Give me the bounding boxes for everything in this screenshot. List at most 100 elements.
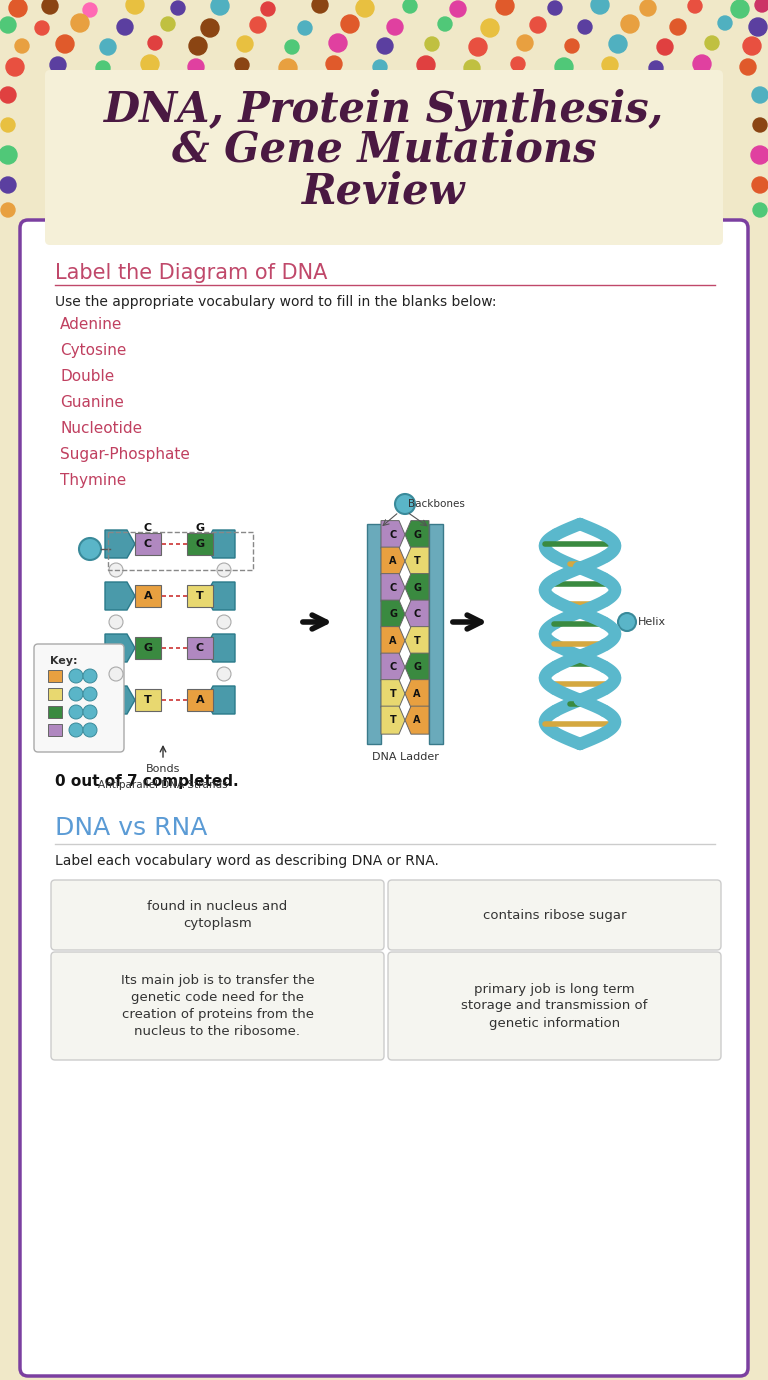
Circle shape [578,19,592,34]
Polygon shape [381,546,405,575]
Polygon shape [105,686,135,713]
Circle shape [609,34,627,52]
Text: Backbones: Backbones [408,500,465,509]
Polygon shape [381,574,405,602]
Text: DNA Ladder: DNA Ladder [372,752,439,762]
Text: Label the Diagram of DNA: Label the Diagram of DNA [55,264,327,283]
Text: Nucleotide: Nucleotide [60,421,142,436]
Circle shape [109,615,123,629]
Polygon shape [105,530,135,558]
Circle shape [753,203,767,217]
Polygon shape [205,633,235,662]
Polygon shape [405,546,429,575]
Text: G: G [413,662,421,672]
Circle shape [237,36,253,52]
Circle shape [279,59,297,77]
Circle shape [0,17,16,33]
Polygon shape [205,686,235,713]
Circle shape [755,0,768,12]
Circle shape [417,57,435,75]
Text: C: C [389,530,396,540]
Text: G: G [195,523,204,533]
Circle shape [83,669,97,683]
Polygon shape [205,530,235,558]
Polygon shape [405,679,429,708]
Circle shape [403,0,417,12]
Text: T: T [414,636,420,646]
Circle shape [109,667,123,680]
Circle shape [565,39,579,52]
Text: C: C [389,582,396,592]
Circle shape [469,39,487,57]
Circle shape [341,15,359,33]
Text: C: C [144,540,152,549]
FancyBboxPatch shape [20,219,748,1376]
Circle shape [496,0,514,15]
Circle shape [171,1,185,15]
Circle shape [71,14,89,32]
FancyBboxPatch shape [388,952,721,1060]
Circle shape [42,0,58,14]
Circle shape [693,55,711,73]
Circle shape [464,59,480,76]
Circle shape [211,0,229,15]
Polygon shape [405,574,429,602]
Circle shape [752,177,768,193]
Circle shape [79,538,101,560]
Circle shape [50,57,66,73]
Text: Review: Review [303,171,465,213]
Text: DNA vs RNA: DNA vs RNA [55,816,207,840]
Bar [135,638,161,660]
Text: Thymine: Thymine [60,473,126,489]
Polygon shape [405,627,429,654]
Text: G: G [144,643,153,653]
Text: T: T [389,689,396,698]
Circle shape [618,613,636,631]
Text: contains ribose sugar: contains ribose sugar [483,908,626,922]
Circle shape [188,59,204,75]
Text: Use the appropriate vocabulary word to fill in the blanks below:: Use the appropriate vocabulary word to f… [55,295,496,309]
Circle shape [161,17,175,30]
Bar [187,689,213,711]
Text: Key:: Key: [50,656,78,667]
Polygon shape [381,679,405,708]
Circle shape [298,21,312,34]
Circle shape [425,37,439,51]
Text: Adenine: Adenine [60,317,122,333]
Text: Bonds: Bonds [146,765,180,774]
Text: A: A [389,556,397,566]
Circle shape [602,57,618,73]
FancyBboxPatch shape [51,952,384,1060]
Circle shape [6,58,24,76]
Text: C: C [196,643,204,653]
Circle shape [261,1,275,17]
Circle shape [548,1,562,15]
Circle shape [83,3,97,17]
Text: G: G [195,540,204,549]
Text: T: T [389,715,396,724]
Circle shape [705,36,719,50]
Bar [48,724,62,736]
Circle shape [69,687,83,701]
Polygon shape [381,520,405,549]
Circle shape [1,203,15,217]
Text: Cytosine: Cytosine [60,344,127,357]
Circle shape [688,0,702,12]
Text: T: T [144,696,152,705]
Text: Label each vocabulary word as describing DNA or RNA.: Label each vocabulary word as describing… [55,854,439,868]
Circle shape [69,669,83,683]
Circle shape [117,19,133,34]
FancyBboxPatch shape [45,70,723,246]
Text: T: T [196,591,204,602]
FancyBboxPatch shape [34,644,124,752]
Circle shape [749,18,767,36]
Circle shape [83,687,97,701]
Circle shape [15,39,29,52]
Polygon shape [105,633,135,662]
Text: T: T [414,556,420,566]
Bar [187,638,213,660]
FancyBboxPatch shape [51,880,384,949]
Bar [135,533,161,555]
Circle shape [377,39,393,54]
Circle shape [395,494,415,513]
